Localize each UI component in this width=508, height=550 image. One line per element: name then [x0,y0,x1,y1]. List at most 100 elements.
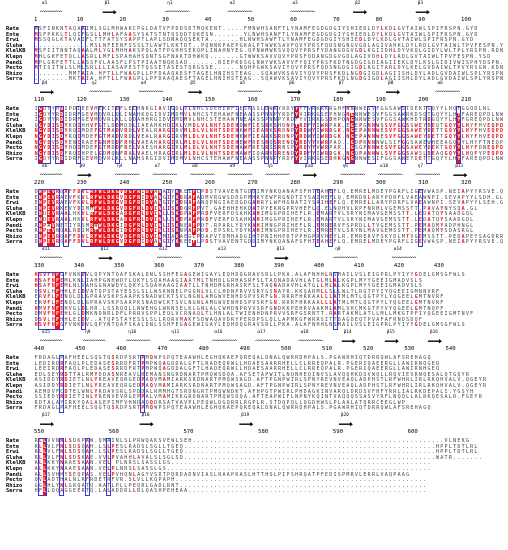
sequence-name: Serra [6,157,22,162]
helix-coil [378,174,402,175]
ss-label: α9 [230,165,235,169]
helix-coil [115,174,139,175]
position-number: 120 [77,98,87,104]
position-number: 240 [119,181,129,187]
alignment-block: α6 β9 η4 α7 α8 α9 η5 β10 η6 α10 η7 β11 220 230 240 250 2… [0,163,508,243]
position-number: 60 [290,18,297,24]
position-number: 90 [418,18,425,24]
alignment-block: β4 η2 α4 β5 α5 β6 β7 β8 α6 110 120 130 140 150 160 170 1… [0,80,508,160]
helix-coil [228,11,252,12]
position-number: 280 [290,181,300,187]
position-ruler: 1 10 20 30 40 50 60 70 80 90 100 [0,18,508,26]
helix-coil [416,174,440,175]
position-number: 210 [461,98,471,104]
helix-coil [40,174,62,175]
helix-coil [291,11,315,12]
position-number: 100 [461,18,471,24]
residue: N [499,49,503,55]
position-number: 150 [205,98,215,104]
secondary-structure-svg [0,0,508,18]
residue: D [474,33,478,39]
helix-coil [228,174,252,175]
strand-arrow [303,173,317,177]
secondary-structure-track: α6 β9 η4 α7 α8 α9 η5 β10 η6 α10 η7 β11 [0,163,508,179]
ss-label: β2 [355,2,360,6]
ss-label: β11 [455,165,463,169]
strand-arrow [287,90,301,94]
ss-label: α4 [141,82,146,86]
strand-arrow [103,10,117,14]
ss-label: η1 [167,2,172,6]
secondary-structure-track: α1 β1 η1 α2 α3 β2 β3 [0,0,508,16]
position-number: 130 [119,98,129,104]
position-number: 30 [162,18,169,24]
strand-arrow [353,10,367,14]
position-number: 270 [248,181,258,187]
position-number: 290 [333,181,343,187]
position-number: 180 [333,98,343,104]
strand-arrow [78,173,92,177]
secondary-structure-svg [0,163,508,181]
ss-label: α8 [192,165,197,169]
ss-label: β8 [388,82,393,86]
ss-label: β9 [80,165,85,169]
ss-label: β6 [289,82,294,86]
position-number: 110 [34,98,44,104]
strand-arrow [188,90,202,94]
ss-label: α2 [230,2,235,6]
ss-label: η6 [343,165,348,169]
strand-arrow [416,10,430,14]
ss-label: α1 [42,2,47,6]
position-number: 310 [418,181,428,187]
ss-label: α10 [380,165,388,169]
ss-label: β1 [105,2,110,6]
ss-label: α3 [293,2,298,6]
position-number: 200 [418,98,428,104]
position-number: 40 [205,18,212,24]
position-number: 170 [290,98,300,104]
position-number: 190 [376,98,386,104]
ss-label: β5 [190,82,195,86]
ss-label: β3 [418,2,423,6]
helix-coil [153,174,177,175]
position-number: 250 [162,181,172,187]
secondary-structure-svg [0,80,508,98]
helix-coil [165,11,189,12]
position-number: 70 [333,18,340,24]
position-number: 20 [119,18,126,24]
position-number: 10 [77,18,84,24]
helix-coil [265,174,289,175]
position-number: 140 [162,98,172,104]
ss-label: α5 [240,82,245,86]
position-number: 50 [248,18,255,24]
ss-label: η2 [91,82,96,86]
ss-label: η4 [117,165,122,169]
position-number: 160 [248,98,258,104]
helix-coil [89,91,111,92]
ss-label: β10 [305,165,313,169]
helix-coil [341,174,365,175]
position-ruler: 110 120 130 140 150 160 170 180 190 200 210 [0,98,508,106]
position-number: 260 [205,181,215,187]
strand-arrow [453,173,467,177]
ss-label: β4 [42,82,47,86]
ss-label: β7 [339,82,344,86]
strand-arrow [40,90,54,94]
helix-coil [139,91,163,92]
alignment-block: α1 β1 η1 α2 α3 β2 β3 1 10 20 30 40 50 60 70 80 90 100 Rate… [0,0,508,80]
position-ruler: 220 230 240 250 260 270 280 290 300 310 320 [0,181,508,189]
position-number: 320 [461,181,471,187]
helix-coil [436,91,460,92]
strand-arrow [386,90,400,94]
ss-label: α7 [155,165,160,169]
position-number: 80 [376,18,383,24]
helix-coil [190,174,214,175]
position-number: 220 [34,181,44,187]
strand-arrow [337,90,351,94]
helix-coil [238,91,262,92]
position-number: 1 [34,18,37,24]
helix-coil [40,11,62,12]
position-number: 230 [77,181,87,187]
ss-label: η5 [267,165,272,169]
